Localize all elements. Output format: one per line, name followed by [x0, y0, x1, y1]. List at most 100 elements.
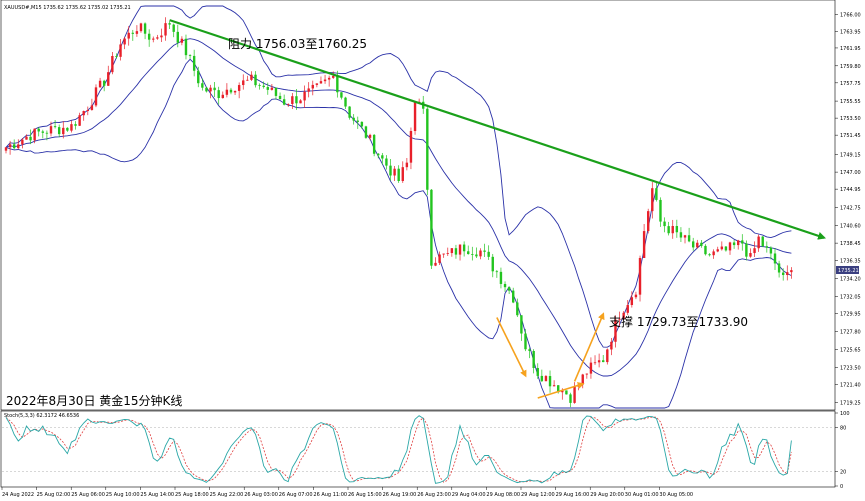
- x-tick-label: 29 Aug 04:00: [452, 492, 486, 498]
- candle-body: [254, 74, 257, 86]
- candle-body: [307, 88, 310, 92]
- candle-body: [352, 117, 355, 121]
- x-tick-label: 30 Aug 01:00: [625, 492, 659, 498]
- candle-body: [115, 56, 118, 57]
- y-tick-label: 1723.50: [840, 365, 861, 371]
- candle: [741, 234, 744, 251]
- candle-body: [327, 77, 331, 80]
- candle: [700, 240, 703, 248]
- candle: [397, 165, 400, 183]
- candle-body: [127, 32, 130, 39]
- candle-body: [311, 84, 314, 89]
- candle-body: [630, 297, 634, 306]
- candle-body: [696, 242, 699, 248]
- candle: [62, 121, 65, 139]
- candle-body: [74, 124, 77, 126]
- bollinger-lower-line: [5, 58, 792, 409]
- stoch-signal-line: [5, 416, 792, 483]
- candle-body: [156, 37, 159, 39]
- y-tick-label: 1759.80: [840, 64, 861, 70]
- candle-body: [139, 23, 143, 32]
- candle: [622, 311, 625, 321]
- x-tick-label: 25 Aug 06:00: [71, 492, 105, 498]
- candle-body: [777, 263, 781, 273]
- candle-body: [749, 253, 752, 257]
- candle: [462, 241, 466, 257]
- candle-body: [381, 155, 384, 159]
- candle-body: [102, 80, 106, 86]
- candle-body: [467, 251, 470, 255]
- candle: [119, 38, 122, 61]
- candle-body: [278, 95, 282, 100]
- candle-body: [12, 144, 16, 149]
- x-tick-label: 25 Aug 14:00: [140, 492, 174, 498]
- candle-body: [671, 225, 674, 234]
- stoch-tick-label: 20: [840, 469, 846, 475]
- candle: [503, 281, 507, 292]
- resistance-label: 阻力 1756.03至1760.25: [228, 37, 367, 51]
- x-tick-label: 25 Aug 10:00: [106, 492, 140, 498]
- candle: [618, 311, 621, 327]
- candle: [438, 251, 441, 266]
- candle: [528, 347, 531, 359]
- candle: [94, 84, 98, 108]
- candle-body: [790, 270, 793, 273]
- y-tick-label: 1727.80: [840, 330, 861, 336]
- candle-body: [291, 96, 294, 104]
- candle: [33, 128, 36, 144]
- candle-body: [94, 87, 98, 106]
- candle: [217, 86, 220, 105]
- candle: [74, 121, 77, 130]
- candle-body: [197, 70, 200, 84]
- candle: [319, 76, 323, 84]
- candle: [663, 217, 666, 233]
- candle: [712, 249, 715, 259]
- y-tick-label: 1763.95: [840, 29, 861, 35]
- candle-body: [368, 134, 372, 138]
- candle: [593, 355, 597, 365]
- candle-body: [503, 283, 507, 288]
- candle: [192, 49, 196, 77]
- candle: [647, 208, 650, 234]
- candle-body: [336, 75, 339, 93]
- candle: [233, 90, 237, 96]
- candle-body: [675, 225, 679, 233]
- candle: [307, 82, 310, 98]
- candle: [761, 236, 764, 248]
- candle: [147, 29, 151, 47]
- candle: [487, 245, 490, 260]
- candle: [127, 26, 130, 46]
- candle: [41, 129, 45, 139]
- candle-body: [364, 126, 368, 138]
- candle: [426, 107, 429, 196]
- candle: [29, 129, 32, 145]
- candle-body: [192, 55, 196, 71]
- candle: [372, 134, 376, 157]
- candle: [344, 96, 347, 109]
- candle: [303, 85, 306, 108]
- candle-body: [135, 31, 139, 34]
- candle: [340, 92, 343, 100]
- candle-body: [152, 38, 155, 40]
- candle: [385, 155, 388, 170]
- candle: [442, 253, 445, 258]
- candle-body: [691, 241, 695, 248]
- candle-body: [663, 221, 666, 227]
- candle-body: [430, 189, 433, 266]
- candle-body: [299, 100, 302, 104]
- candle-body: [405, 162, 409, 168]
- candle: [237, 82, 241, 99]
- y-tick-label: 1749.15: [840, 152, 861, 158]
- candle-body: [287, 103, 290, 105]
- candle-body: [409, 130, 413, 163]
- candle: [532, 349, 535, 374]
- candle-body: [434, 262, 437, 266]
- y-tick-label: 1740.60: [840, 223, 861, 229]
- candle-body: [765, 246, 769, 248]
- candle-body: [589, 362, 593, 374]
- candle: [262, 81, 265, 89]
- candle-body: [552, 385, 556, 387]
- y-tick-label: 1734.20: [840, 276, 861, 282]
- resistance-trendline: [169, 19, 826, 240]
- candle: [479, 248, 482, 260]
